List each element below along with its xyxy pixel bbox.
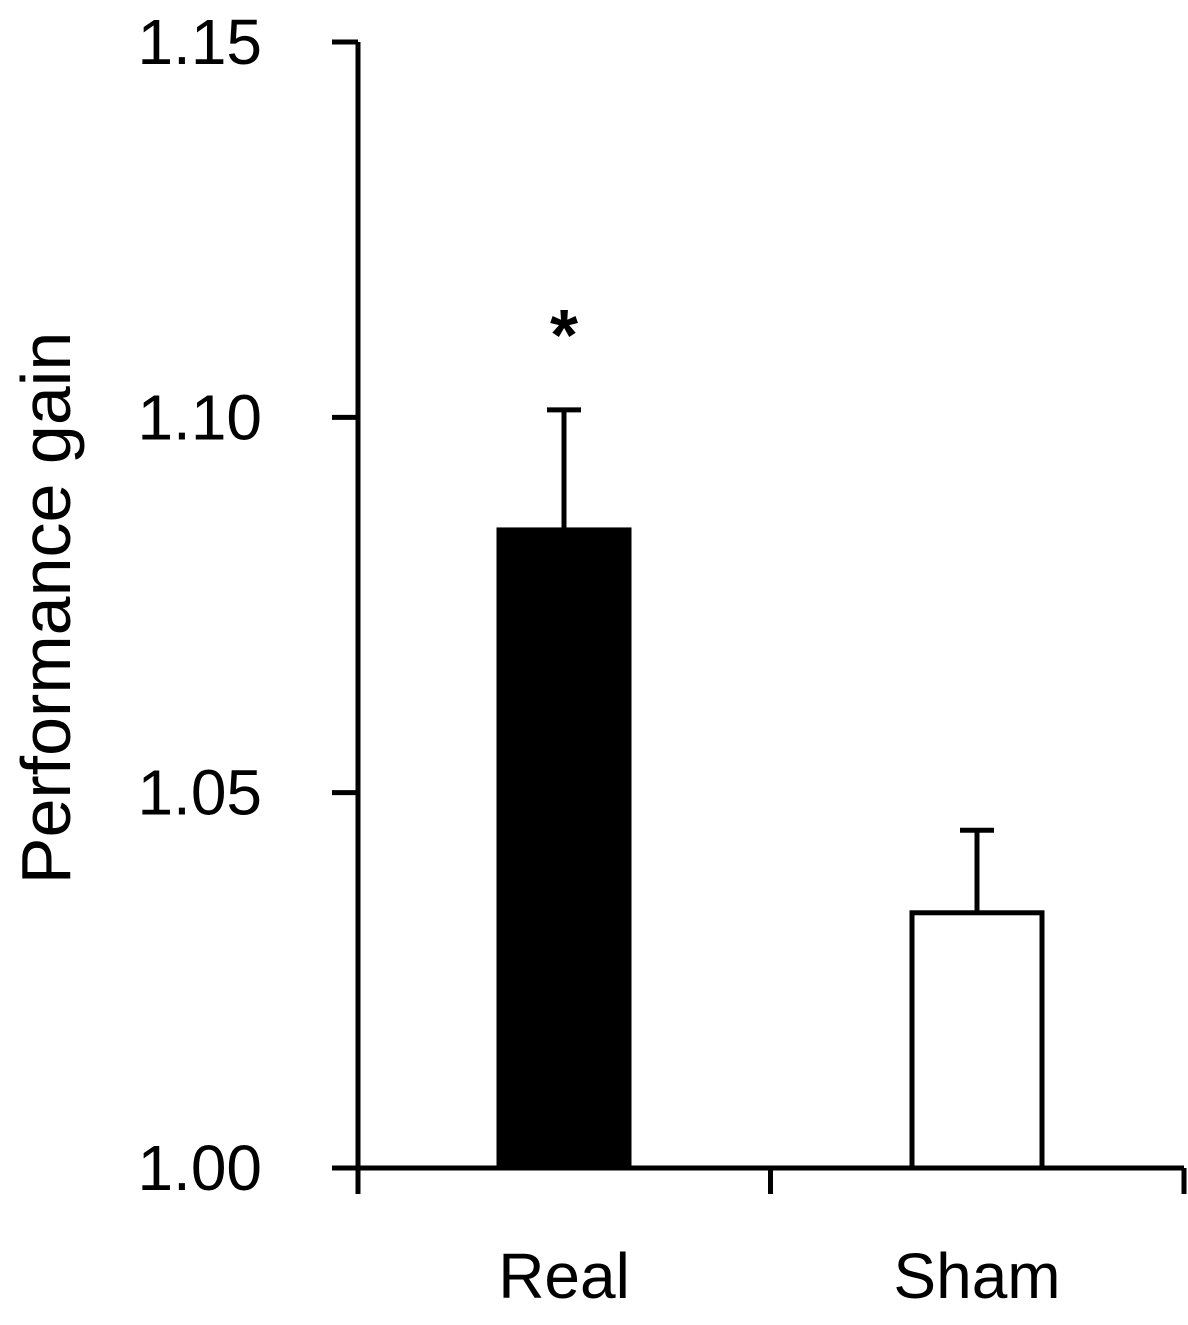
x-tick-label-real: Real [498, 1240, 630, 1312]
y-tick-label-2: 1.10 [137, 381, 262, 453]
y-axis-title-group: Performance gain [7, 332, 85, 885]
x-ticks-group: Real Sham [355, 1168, 1187, 1312]
bar-sham [909, 910, 1045, 1171]
bars-group [496, 527, 1045, 1171]
axes-group [332, 42, 1184, 1171]
error-bars-group [547, 407, 994, 913]
significance-star: * [550, 296, 578, 376]
y-tick-label-1: 1.05 [137, 757, 262, 829]
y-tick-label-3: 1.15 [137, 6, 262, 78]
y-tick-label-0: 1.00 [137, 1132, 262, 1204]
annotations-group: * [550, 296, 578, 376]
bar-real [496, 527, 632, 1171]
y-axis-title: Performance gain [7, 332, 85, 885]
x-tick-label-sham: Sham [893, 1240, 1060, 1312]
y-ticks-group: 1.00 1.05 1.10 1.15 [137, 6, 358, 1204]
